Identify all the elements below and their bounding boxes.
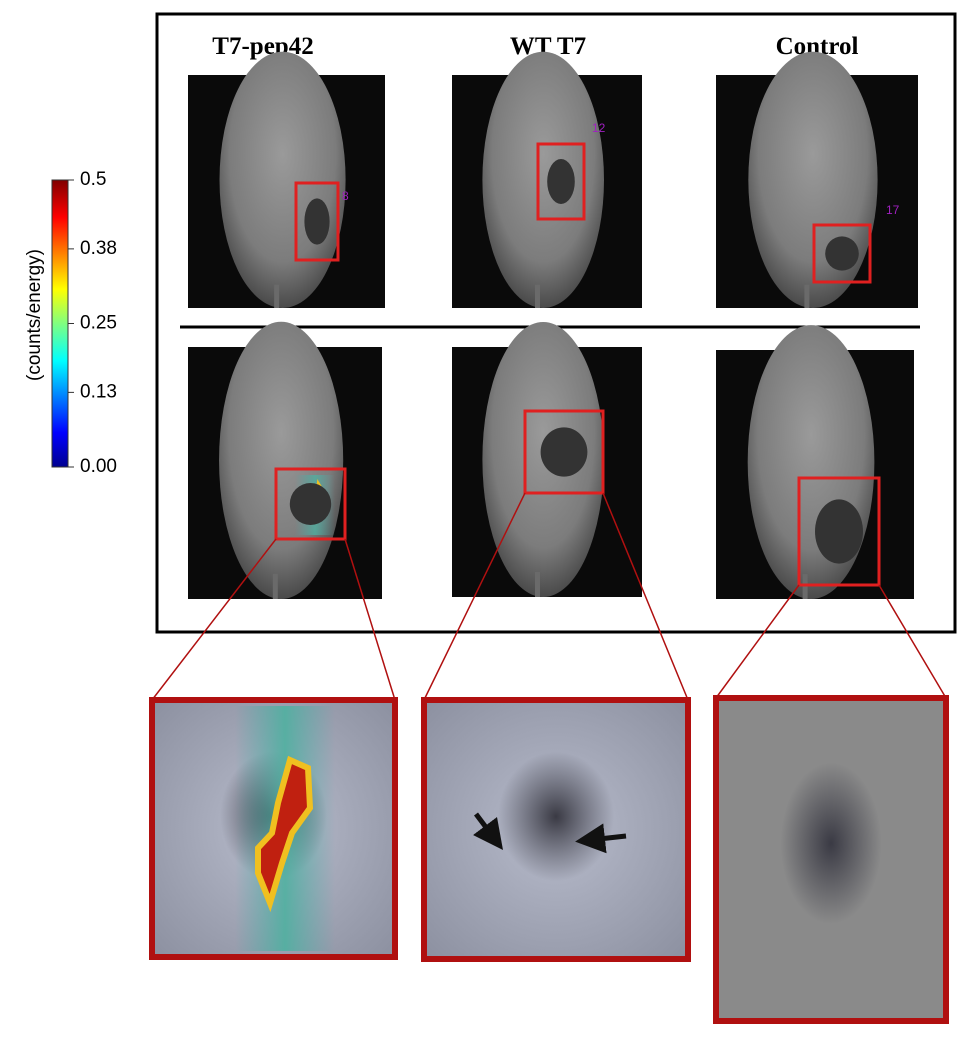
roi-box xyxy=(274,467,347,541)
roi-label: 8 xyxy=(342,189,349,203)
zoom-connector xyxy=(878,584,947,699)
roi-label: 17 xyxy=(886,203,900,217)
mouse-body xyxy=(219,321,344,599)
roi-box xyxy=(536,142,586,221)
roi-label: 12 xyxy=(592,121,606,135)
colorbar-tick-label: 0.00 xyxy=(80,456,117,477)
colorbar-tick-label: 0.38 xyxy=(80,238,117,259)
colorbar-label: (counts/energy) xyxy=(24,249,45,381)
zoom-connector xyxy=(151,538,277,701)
zoom-frame xyxy=(421,697,691,962)
tumor xyxy=(540,427,588,477)
heat-hotspot xyxy=(255,755,314,913)
tumor xyxy=(815,499,863,564)
arrow xyxy=(575,823,627,854)
colorbar-tick-label: 0.5 xyxy=(80,169,106,190)
zoom-tumor xyxy=(497,751,615,882)
colorbar xyxy=(51,179,69,468)
tumor xyxy=(825,236,859,271)
zoom-frame xyxy=(713,695,949,1024)
zoom-frame xyxy=(149,697,398,960)
zoom-connector xyxy=(602,492,689,701)
zoom-connector xyxy=(715,584,800,699)
tumor xyxy=(289,483,332,525)
tumor xyxy=(547,159,575,204)
roi-box xyxy=(812,223,872,284)
arrow xyxy=(473,812,503,850)
colorbar-tick-label: 0.13 xyxy=(80,381,117,402)
zoom-tumor xyxy=(780,762,882,925)
tumor xyxy=(304,198,330,245)
colorbar-tick-label: 0.25 xyxy=(80,313,117,334)
mouse-body xyxy=(219,51,346,308)
mouse-body xyxy=(747,325,875,599)
zoom-connector xyxy=(344,538,396,701)
roi-box xyxy=(294,181,340,262)
mouse-body xyxy=(482,51,604,308)
panel-frame xyxy=(155,12,957,634)
roi-box xyxy=(797,476,881,587)
roi-box xyxy=(523,409,605,495)
zoom-connector xyxy=(423,492,526,701)
